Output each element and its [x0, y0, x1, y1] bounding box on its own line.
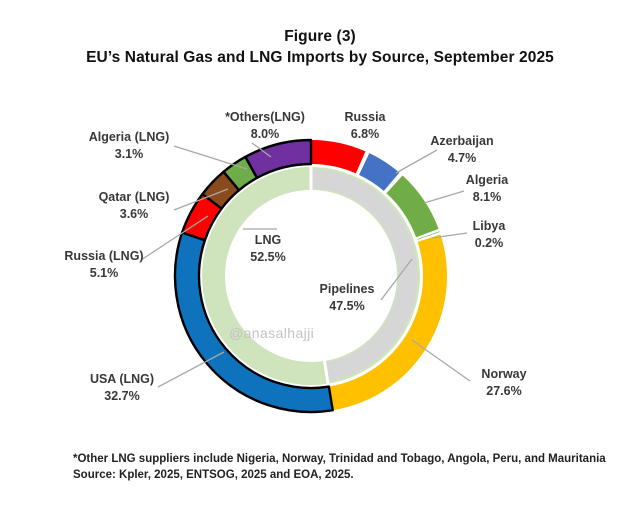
label-others-lng-name: *Others(LNG) — [225, 110, 305, 124]
label-lng-total-pct: 52.5% — [250, 249, 286, 264]
label-others-lng: *Others(LNG) 8.0% — [225, 109, 305, 142]
leader-algeria — [423, 190, 465, 204]
label-azerbaijan-name: Azerbaijan — [430, 134, 494, 148]
watermark: @anasalhajji — [229, 325, 315, 341]
label-usa-lng-pct: 32.7% — [104, 388, 140, 403]
label-algeria-name: Algeria — [465, 173, 509, 187]
label-qatar-lng-name: Qatar (LNG) — [98, 190, 170, 204]
footnote: *Other LNG suppliers include Nigeria, No… — [73, 453, 606, 465]
label-qatar-lng: Qatar (LNG) 3.6% — [99, 189, 170, 222]
label-usa-lng: USA (LNG) 32.7% — [90, 371, 154, 404]
segment-azerbaijan — [359, 153, 400, 191]
label-norway-name: Norway — [481, 367, 527, 381]
label-libya-name: Libya — [472, 219, 506, 233]
leader-algeria-lng — [173, 145, 248, 170]
segment-libya — [416, 231, 440, 240]
label-russia: Russia 6.8% — [345, 109, 386, 142]
label-algeria-pct: 8.1% — [472, 189, 502, 204]
label-others-lng-pct: 8.0% — [250, 126, 280, 141]
label-libya-pct: 0.2% — [474, 235, 504, 250]
leader-libya — [431, 232, 468, 239]
leader-russia-lng — [140, 215, 209, 261]
label-norway: Norway 27.6% — [481, 366, 526, 399]
label-lng-total-name: LNG — [254, 233, 282, 247]
label-lng-total: LNG 52.5% — [250, 232, 285, 265]
label-russia-lng: Russia (LNG) 5.1% — [64, 248, 143, 281]
label-algeria-lng-name: Algeria (LNG) — [88, 130, 170, 144]
source-line: Source: Kpler, 2025, ENTSOG, 2025 and EO… — [73, 469, 354, 481]
leader-others-lng — [251, 142, 272, 158]
leader-pipelines — [380, 258, 413, 301]
label-algeria-lng: Algeria (LNG) 3.1% — [89, 129, 170, 162]
leader-azerbaijan — [395, 149, 438, 174]
figure-number: Figure (3) — [284, 28, 356, 45]
leader-qatar-lng — [173, 188, 229, 211]
label-azerbaijan-pct: 4.7% — [447, 150, 477, 165]
label-algeria-lng-pct: 3.1% — [114, 146, 144, 161]
label-libya: Libya 0.2% — [473, 218, 506, 251]
label-russia-pct: 6.8% — [350, 126, 380, 141]
label-russia-lng-name: Russia (LNG) — [64, 249, 144, 263]
label-azerbaijan: Azerbaijan 4.7% — [430, 133, 493, 166]
label-algeria: Algeria 8.1% — [466, 172, 508, 205]
label-norway-pct: 27.6% — [486, 383, 522, 398]
inner-ring-lng — [201, 167, 420, 385]
label-russia-name: Russia — [344, 110, 386, 124]
leader-lines — [140, 142, 471, 388]
leader-norway — [411, 339, 471, 382]
segment-norway — [328, 234, 448, 411]
figure-title: EU’s Natural Gas and LNG Imports by Sour… — [86, 49, 554, 66]
inner-ring-pipelines — [311, 169, 418, 382]
label-pipelines-total-pct: 47.5% — [329, 298, 365, 313]
segment-algeria — [386, 175, 439, 238]
label-usa-lng-name: USA (LNG) — [89, 372, 155, 386]
label-qatar-lng-pct: 3.6% — [119, 206, 149, 221]
label-pipelines-total-name: Pipelines — [319, 282, 375, 296]
label-pipelines-total: Pipelines 47.5% — [320, 281, 375, 314]
segment-russia — [311, 140, 366, 174]
leader-usa-lng — [157, 351, 225, 388]
inner-ring-separator-1 — [322, 358, 330, 385]
label-russia-lng-pct: 5.1% — [89, 265, 119, 280]
